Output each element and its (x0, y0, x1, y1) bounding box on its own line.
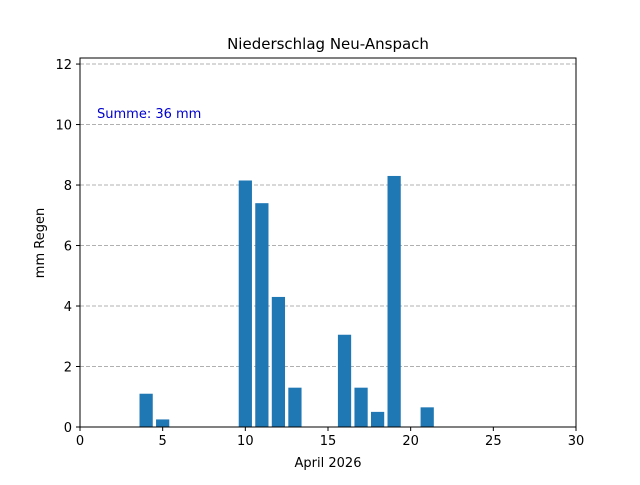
bar-day-21 (420, 407, 434, 427)
y-tick-label: 8 (64, 179, 72, 194)
y-axis-ticks: 0 2 4 6 8 10 12 (55, 58, 80, 436)
x-tick-label: 0 (76, 434, 84, 449)
bar-day-16 (337, 334, 352, 427)
y-axis-label: mm Regen (33, 208, 48, 278)
x-axis-label: April 2026 (295, 456, 362, 471)
sum-annotation: Summe: 36 mm (97, 107, 201, 122)
y-tick-label: 12 (55, 58, 72, 73)
x-tick-label: 15 (320, 434, 337, 449)
x-tick-label: 5 (159, 434, 167, 449)
x-tick-label: 20 (402, 434, 419, 449)
gridlines (80, 63, 576, 368)
y-tick-label: 6 (64, 240, 72, 255)
x-tick-label: 25 (485, 434, 502, 449)
bar-day-18 (370, 411, 385, 427)
chart-title: Niederschlag Neu-Anspach (227, 35, 429, 53)
bar-day-4 (139, 393, 153, 427)
y-tick-label: 0 (64, 421, 72, 436)
x-tick-label: 10 (237, 434, 254, 449)
bar-day-12 (271, 296, 286, 427)
bar-day-17 (354, 387, 368, 427)
y-tick-label: 10 (55, 119, 72, 134)
x-axis-ticks: 0 5 10 15 20 25 30 (76, 427, 584, 449)
x-tick-label: 30 (568, 434, 585, 449)
bar-day-19 (387, 175, 401, 427)
bar-day-5 (156, 419, 170, 427)
y-tick-label: 4 (64, 300, 72, 315)
bar-day-10 (238, 180, 252, 427)
bars (139, 175, 434, 427)
y-tick-label: 2 (64, 361, 72, 376)
bar-day-11 (255, 203, 269, 427)
bar-day-13 (288, 387, 302, 427)
